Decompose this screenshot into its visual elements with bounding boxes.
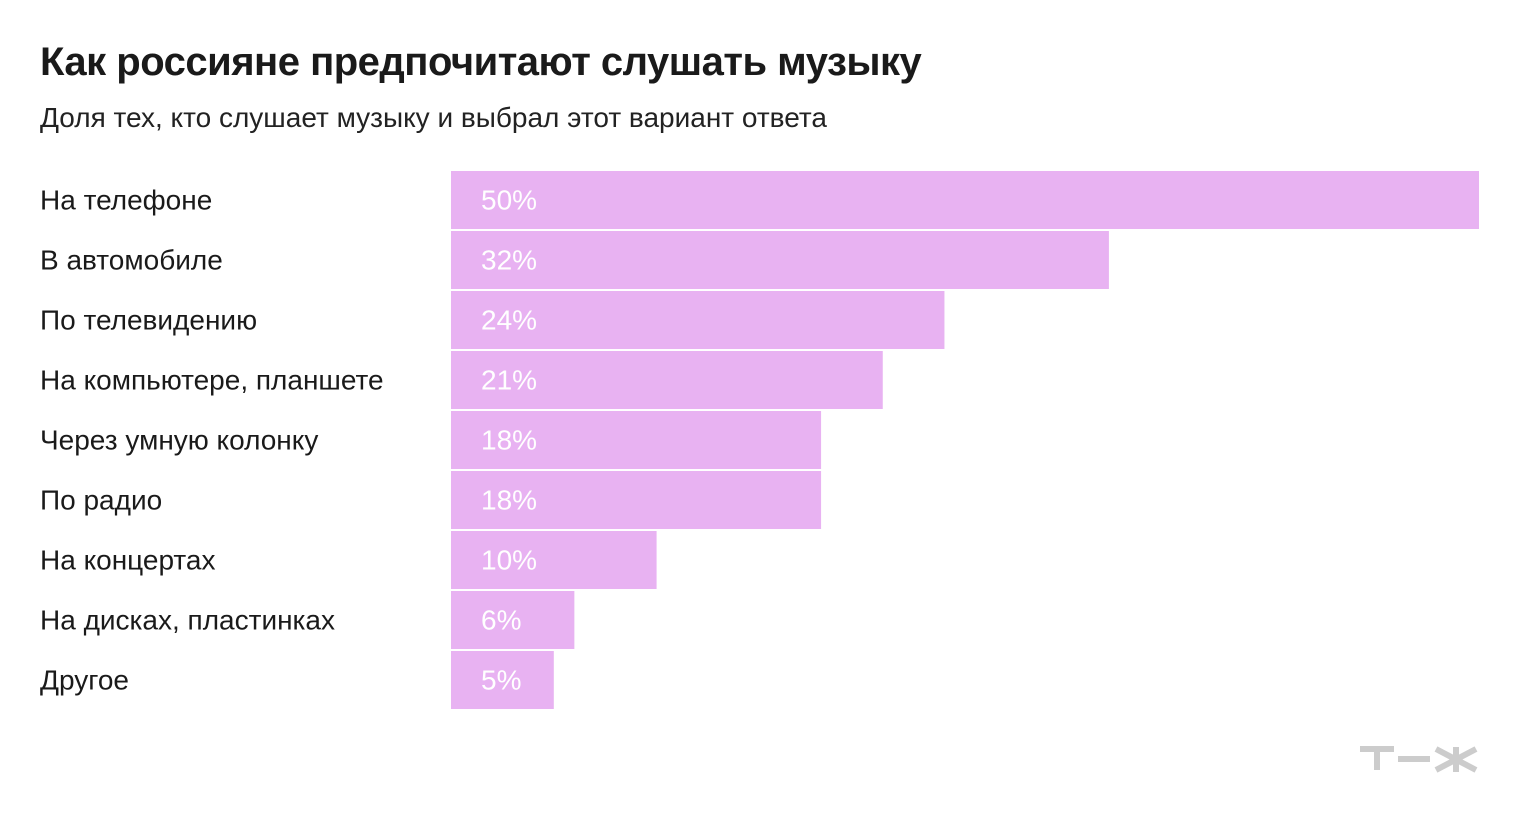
bar	[451, 351, 883, 409]
value-label: 6%	[481, 605, 521, 636]
value-label: 21%	[481, 365, 537, 396]
category-label: На компьютере, планшете	[40, 365, 384, 396]
chart-title: Как россияне предпочитают слушать музыку	[40, 40, 922, 84]
value-label: 32%	[481, 245, 537, 276]
chart-subtitle: Доля тех, кто слушает музыку и выбрал эт…	[40, 102, 827, 133]
category-label: На дисках, пластинках	[40, 605, 335, 636]
category-label: По радио	[40, 485, 162, 516]
bar	[451, 171, 1479, 229]
category-label: На телефоне	[40, 185, 212, 216]
bar	[451, 291, 945, 349]
bar	[451, 411, 822, 469]
category-label: На концертах	[40, 545, 216, 576]
bar	[451, 651, 554, 709]
category-label: По телевидению	[40, 305, 257, 336]
bar	[451, 591, 575, 649]
value-label: 10%	[481, 545, 537, 576]
value-label: 5%	[481, 665, 521, 696]
bar	[451, 471, 822, 529]
value-label: 18%	[481, 485, 537, 516]
tzh-logo	[1360, 746, 1478, 773]
bar	[451, 531, 657, 589]
category-label: Через умную колонку	[40, 425, 318, 456]
category-label: Другое	[40, 665, 129, 696]
value-label: 18%	[481, 425, 537, 456]
value-label: 24%	[481, 305, 537, 336]
category-label: В автомобиле	[40, 245, 223, 276]
bar	[451, 231, 1109, 289]
value-label: 50%	[481, 185, 537, 216]
